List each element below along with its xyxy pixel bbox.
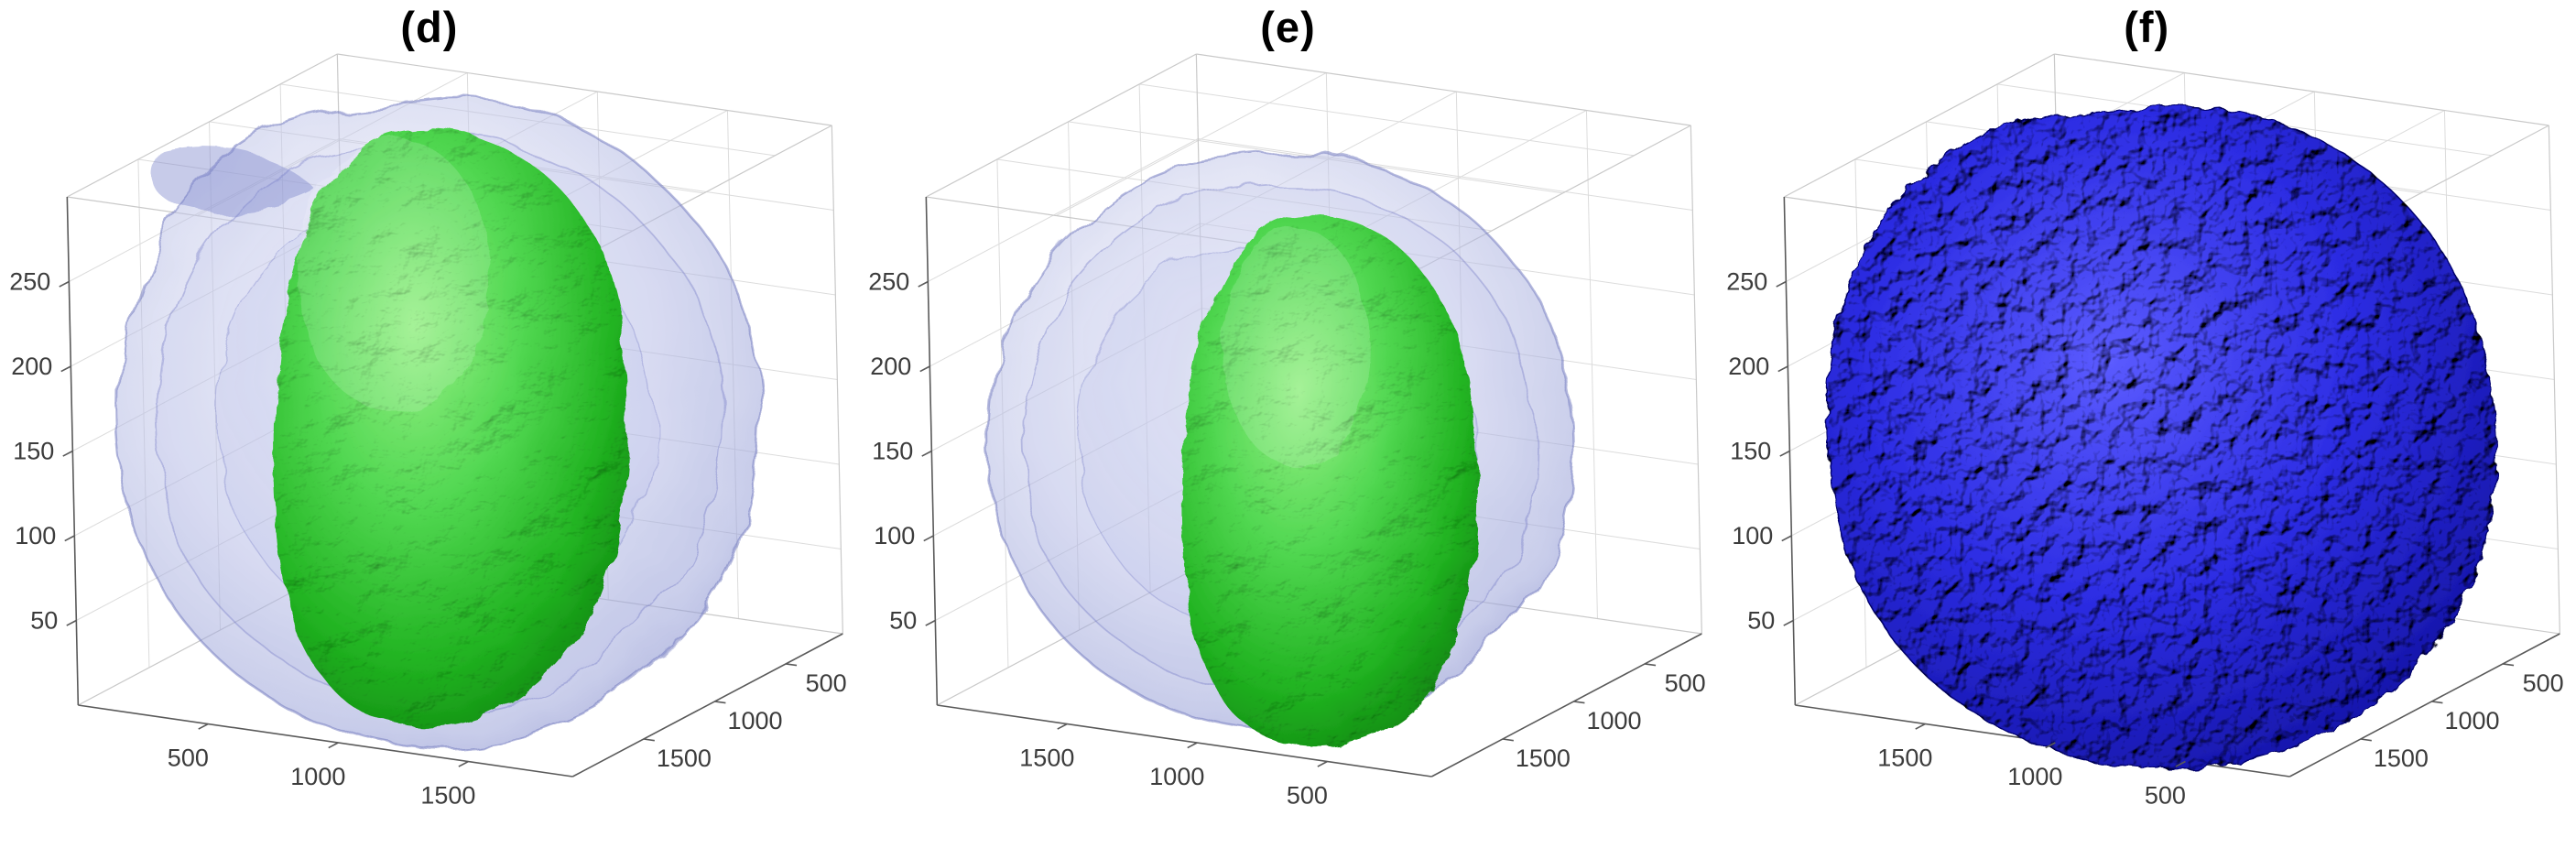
panel-f: 1500 1000 500 1500 1000 500 50 100 150 200 250 (f) [1717,0,2576,859]
full-isosurface-shape [1825,105,2497,770]
highlight [298,137,491,412]
tick-marks [59,280,798,767]
z-tick-label: 250 [9,268,50,296]
x-tick-label: 1000 [2008,763,2063,790]
z-tick-label: 100 [874,522,915,549]
x-tick-label: 500 [1287,782,1328,810]
tick-labels: 1500 1000 500 1500 1000 500 50 100 150 200 250 [868,268,1705,810]
plot-e: 1500 1000 500 1500 1000 500 50 100 150 200 250 [859,0,1718,859]
z-tick-label: 200 [1729,353,1770,380]
x-tick-label: 1500 [1878,745,1933,772]
y-axis-line [1430,633,1702,777]
z-tick-label: 150 [13,438,54,465]
panel-e: 1500 1000 500 1500 1000 500 50 100 150 200 250 (e) [859,0,1718,859]
x-tick-label: 1500 [1019,745,1074,772]
y-tick-label: 500 [806,669,847,697]
plot-svg-d: 500 1000 1500 1500 1000 500 50 100 150 200 250 [9,53,847,810]
y-axis-line [571,633,843,777]
z-tick-label: 50 [889,607,917,635]
x-tick-label: 1000 [1149,763,1204,790]
tick-labels: 500 1000 1500 1500 1000 500 50 100 150 200 250 [9,268,846,810]
tick-marks [1776,280,2515,767]
z-tick-label: 50 [1748,607,1776,635]
tick-marks [918,280,1656,767]
y-tick-label: 1500 [2374,745,2429,772]
inner-isosurface [273,129,628,728]
plot-d: 500 1000 1500 1500 1000 500 50 100 150 200 250 [0,0,859,859]
x-axis-line [936,704,1432,777]
panel-d: 500 1000 1500 1500 1000 500 50 100 150 200 250 (d) [0,0,859,859]
x-tick-label: 1000 [290,763,345,790]
z-tick-label: 150 [1731,438,1772,465]
y-tick-label: 1000 [2445,707,2500,734]
plot-f: 1500 1000 500 1500 1000 500 50 100 150 200 250 [1717,0,2576,859]
x-axis-line [78,704,573,777]
x-tick-label: 500 [168,745,209,772]
outer-isosurface-fold [146,148,317,212]
y-tick-label: 500 [1664,669,1705,697]
panel-title-e: (e) [1260,3,1316,51]
z-tick-label: 200 [11,353,52,380]
y-tick-label: 1000 [1586,707,1641,734]
plot-svg-f: 1500 1000 500 1500 1000 500 50 100 150 200 250 [1727,53,2564,810]
z-tick-label: 250 [1727,268,1768,296]
z-tick-label: 100 [15,522,56,549]
z-tick-label: 150 [872,438,913,465]
tick-labels: 1500 1000 500 1500 1000 500 50 100 150 200 250 [1727,268,2564,810]
y-tick-label: 500 [2523,669,2564,697]
z-tick-label: 200 [870,353,911,380]
highlight [1223,229,1371,467]
panel-title-d: (d) [400,3,459,51]
x-tick-label: 1500 [420,782,475,810]
panel-title-f: (f) [2124,3,2170,51]
full-isosurface [1825,105,2497,770]
inner-isosurface [1181,215,1478,747]
y-axis-line [2289,633,2561,777]
y-tick-label: 1000 [727,707,782,734]
z-tick-label: 50 [30,607,58,635]
y-tick-label: 1500 [657,745,712,772]
z-tick-label: 250 [868,268,909,296]
y-tick-label: 1500 [1516,745,1571,772]
x-tick-label: 500 [2145,782,2186,810]
plot-svg-e: 1500 1000 500 1500 1000 500 50 100 150 200 250 [868,53,1705,810]
z-tick-label: 100 [1733,522,1774,549]
